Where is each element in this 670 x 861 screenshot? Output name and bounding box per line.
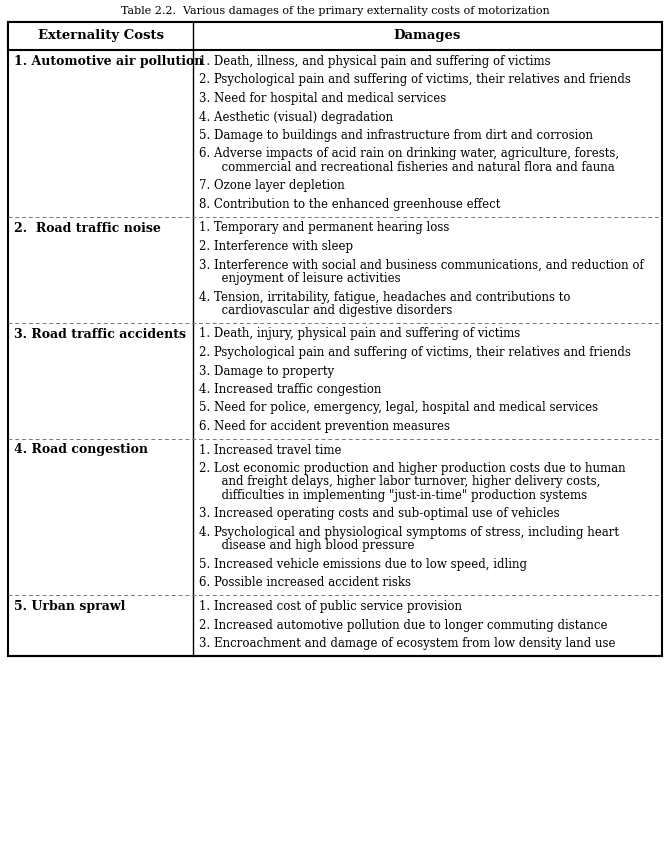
- Text: and freight delays, higher labor turnover, higher delivery costs,: and freight delays, higher labor turnove…: [199, 475, 600, 488]
- Text: 1. Death, injury, physical pain and suffering of victims: 1. Death, injury, physical pain and suff…: [199, 327, 520, 340]
- Text: 6. Possible increased accident risks: 6. Possible increased accident risks: [199, 577, 411, 590]
- Text: 2. Interference with sleep: 2. Interference with sleep: [199, 240, 353, 253]
- Text: 1. Increased travel time: 1. Increased travel time: [199, 443, 342, 456]
- Bar: [8, 22, 662, 655]
- Text: 3. Encroachment and damage of ecosystem from low density land use: 3. Encroachment and damage of ecosystem …: [199, 637, 616, 650]
- Text: Damages: Damages: [394, 29, 461, 42]
- Text: 5. Increased vehicle emissions due to low speed, idling: 5. Increased vehicle emissions due to lo…: [199, 558, 527, 571]
- Text: enjoyment of leisure activities: enjoyment of leisure activities: [199, 272, 401, 285]
- Text: disease and high blood pressure: disease and high blood pressure: [199, 540, 415, 553]
- Text: 1. Increased cost of public service provision: 1. Increased cost of public service prov…: [199, 600, 462, 613]
- Text: 3. Road traffic accidents: 3. Road traffic accidents: [14, 327, 186, 340]
- Text: 2. Psychological pain and suffering of victims, their relatives and friends: 2. Psychological pain and suffering of v…: [199, 73, 631, 86]
- Text: 3. Need for hospital and medical services: 3. Need for hospital and medical service…: [199, 92, 446, 105]
- Text: 1. Temporary and permanent hearing loss: 1. Temporary and permanent hearing loss: [199, 221, 450, 234]
- Text: 6. Adverse impacts of acid rain on drinking water, agriculture, forests,: 6. Adverse impacts of acid rain on drink…: [199, 147, 619, 160]
- Text: 2. Psychological pain and suffering of victims, their relatives and friends: 2. Psychological pain and suffering of v…: [199, 346, 631, 359]
- Text: 5. Damage to buildings and infrastructure from dirt and corrosion: 5. Damage to buildings and infrastructur…: [199, 129, 593, 142]
- Text: 1. Automotive air pollution: 1. Automotive air pollution: [14, 55, 204, 68]
- Text: 6. Need for accident prevention measures: 6. Need for accident prevention measures: [199, 420, 450, 433]
- Text: 3. Interference with social and business communications, and reduction of: 3. Interference with social and business…: [199, 258, 644, 271]
- Text: 3. Damage to property: 3. Damage to property: [199, 364, 334, 377]
- Text: 4. Road congestion: 4. Road congestion: [14, 443, 148, 456]
- Text: 1. Death, illness, and physical pain and suffering of victims: 1. Death, illness, and physical pain and…: [199, 55, 551, 68]
- Text: 2. Lost economic production and higher production costs due to human: 2. Lost economic production and higher p…: [199, 462, 626, 475]
- Text: 5. Need for police, emergency, legal, hospital and medical services: 5. Need for police, emergency, legal, ho…: [199, 401, 598, 414]
- Text: Table 2.2.  Various damages of the primary externality costs of motorization: Table 2.2. Various damages of the primar…: [121, 6, 549, 16]
- Text: 4. Aesthetic (visual) degradation: 4. Aesthetic (visual) degradation: [199, 110, 393, 123]
- Text: 2. Increased automotive pollution due to longer commuting distance: 2. Increased automotive pollution due to…: [199, 618, 608, 631]
- Text: 3. Increased operating costs and sub-optimal use of vehicles: 3. Increased operating costs and sub-opt…: [199, 507, 559, 521]
- Text: 4. Increased traffic congestion: 4. Increased traffic congestion: [199, 383, 381, 396]
- Text: 8. Contribution to the enhanced greenhouse effect: 8. Contribution to the enhanced greenhou…: [199, 198, 500, 211]
- Text: 2.  Road traffic noise: 2. Road traffic noise: [14, 221, 161, 234]
- Text: 7. Ozone layer depletion: 7. Ozone layer depletion: [199, 179, 345, 193]
- Text: commercial and recreational fisheries and natural flora and fauna: commercial and recreational fisheries an…: [199, 161, 615, 174]
- Text: 4. Psychological and physiological symptoms of stress, including heart: 4. Psychological and physiological sympt…: [199, 526, 619, 539]
- Text: Externality Costs: Externality Costs: [38, 29, 163, 42]
- Text: cardiovascular and digestive disorders: cardiovascular and digestive disorders: [199, 304, 452, 317]
- Text: 4. Tension, irritability, fatigue, headaches and contributions to: 4. Tension, irritability, fatigue, heada…: [199, 290, 570, 303]
- Bar: [8, 22, 662, 50]
- Text: difficulties in implementing "just-in-time" production systems: difficulties in implementing "just-in-ti…: [199, 489, 587, 502]
- Text: 5. Urban sprawl: 5. Urban sprawl: [14, 600, 125, 613]
